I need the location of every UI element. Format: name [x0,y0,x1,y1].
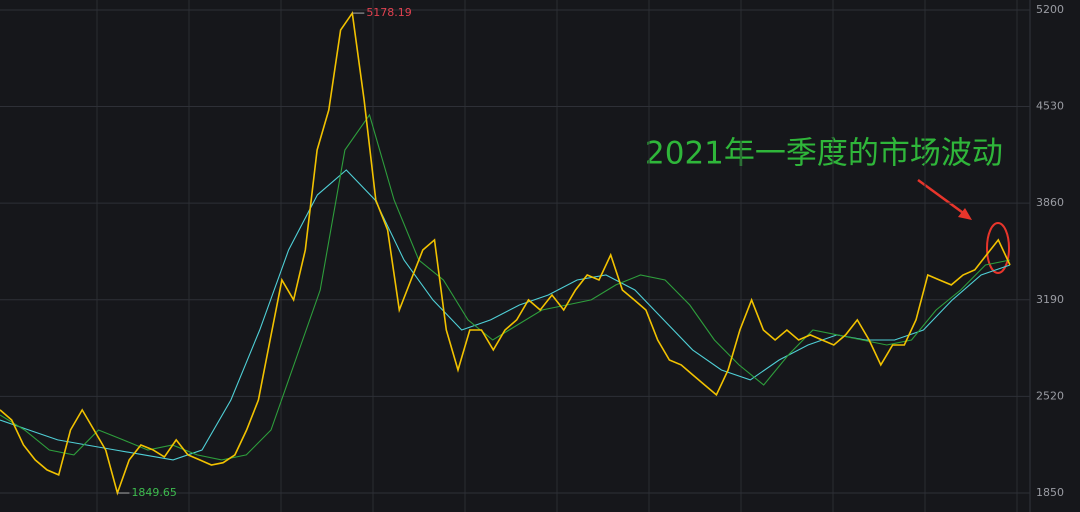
series-line [0,113,1011,461]
high-label: 5178.19 [366,6,412,19]
y-tick-label: 2520 [1036,389,1064,402]
arrow-shaft [917,178,967,217]
annotation: 2021年一季度的市场波动 [645,136,1003,172]
y-tick-label: 5200 [1036,3,1064,16]
low-label: 1849.65 [131,486,177,499]
y-tick-label: 3190 [1036,293,1064,306]
y-tick-label: 4530 [1036,100,1064,113]
arrow-head [958,208,972,220]
y-tick-label: 3860 [1036,196,1064,209]
y-tick-label: 1850 [1036,486,1064,499]
highlight-ellipse [986,222,1010,274]
series-line [0,10,1011,496]
series-line [0,169,1011,461]
